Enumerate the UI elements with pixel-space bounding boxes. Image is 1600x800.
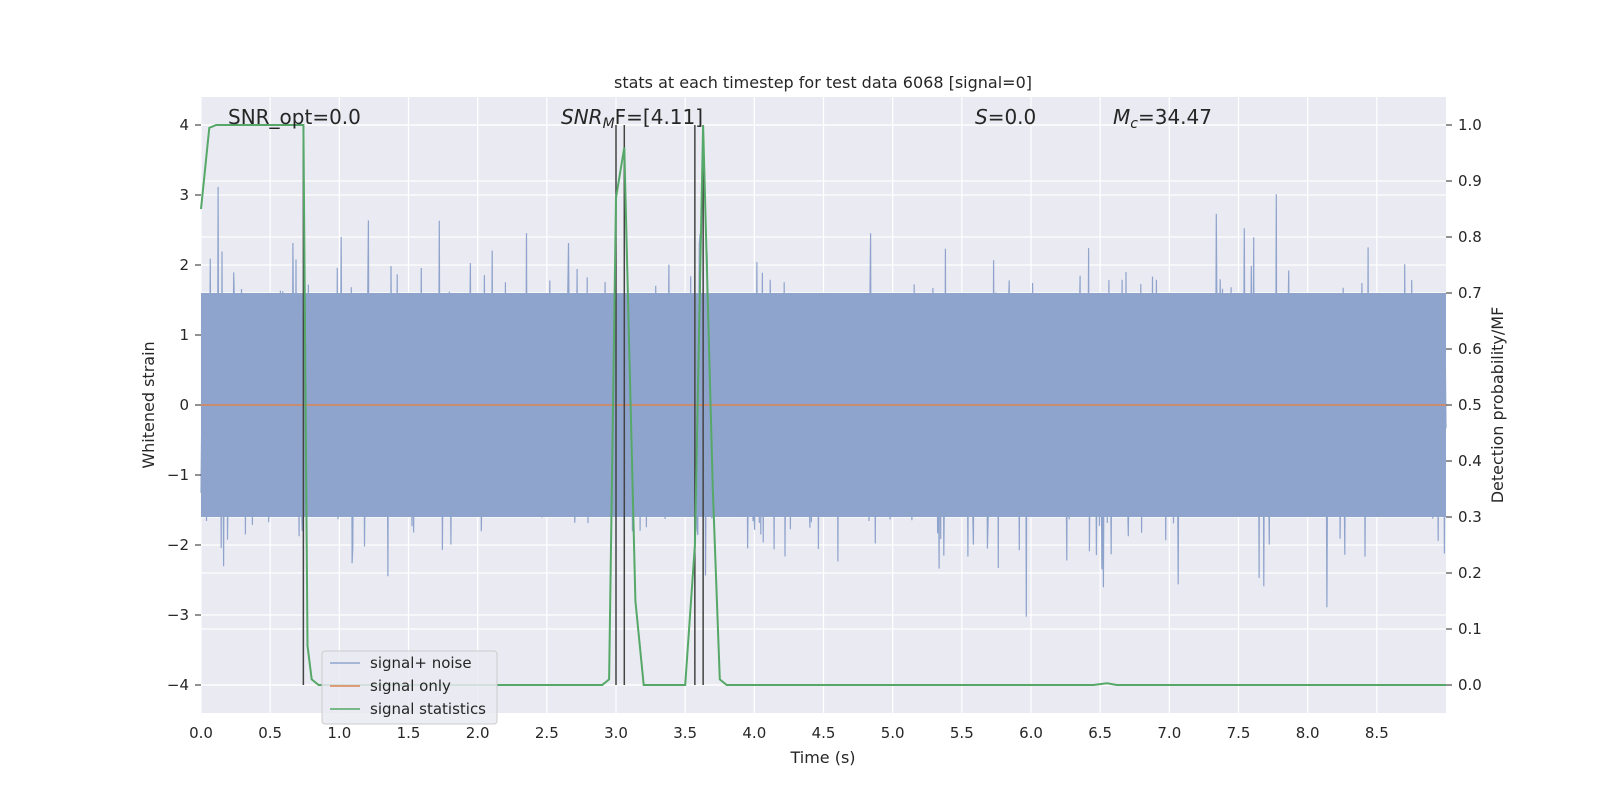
x-tick-label: 3.5 [673,724,697,742]
legend-label-signal-only: signal only [370,677,451,695]
x-tick-label: 8.5 [1365,724,1389,742]
x-axis-ticks: 0.0 0.5 1.0 1.5 2.0 2.5 3.0 3.5 4.0 4.5 5.0 5.5 6.0 6… [189,724,1389,742]
y-tick-label: 2 [179,256,189,274]
annotation-mc-subscript: c [1130,116,1138,132]
y-tick-label: −2 [167,536,189,554]
y2-tick-label: 0.3 [1458,508,1482,526]
annotation-snr-opt: SNR_opt=0.0 [228,105,361,129]
annotation-snr-mf-subscript: M [603,116,615,132]
x-tick-label: 4.0 [742,724,766,742]
y2-axis-label: Detection probability/MF [1488,307,1507,504]
y2-tick-label: 0.8 [1458,228,1482,246]
legend-label-noise: signal+ noise [370,654,472,672]
statistics-line [200,124,1446,686]
y-tick-label: 0 [179,396,189,414]
x-tick-label: 1.0 [327,724,351,742]
chart-title: stats at each timestep for test data 606… [614,73,1032,92]
y-axis-label: Whitened strain [139,341,158,468]
y-tick-label: 4 [179,116,189,134]
annotation-snr-mf-value: F=[4.11] [615,105,703,129]
noise-trace [200,186,1447,617]
y2-tick-label: 0.2 [1458,564,1482,582]
y-tick-label: −1 [167,466,189,484]
annotation-mc: Mc=34.47 [1113,105,1212,132]
legend: signal+ noise signal only signal statist… [321,650,498,725]
x-tick-label: 5.5 [950,724,974,742]
y2-tick-label: 0.0 [1458,676,1482,694]
annotation-s-symbol: S [975,105,988,129]
x-tick-label: 3.0 [604,724,628,742]
x-tick-label: 0.0 [189,724,213,742]
x-tick-label: 8.0 [1296,724,1320,742]
x-tick-label: 6.5 [1088,724,1112,742]
x-tick-label: 2.5 [535,724,559,742]
x-tick-label: 7.0 [1157,724,1181,742]
x-tick-label: 5.0 [881,724,905,742]
signal-statistics-series [200,124,1446,686]
y-tick-label: 3 [179,186,189,204]
x-tick-label: 4.5 [812,724,836,742]
legend-label-statistics: signal statistics [370,700,486,718]
x-tick-label: 6.0 [1019,724,1043,742]
y2-tick-label: 0.9 [1458,172,1482,190]
y2-tick-label: 0.6 [1458,340,1482,358]
y2-tick-label: 1.0 [1458,116,1482,134]
annotation-s-value: =0.0 [988,105,1037,129]
x-tick-label: 7.5 [1227,724,1251,742]
annotation-s: S=0.0 [975,105,1036,129]
y2-tick-label: 0.4 [1458,452,1482,470]
legend-box [321,650,498,725]
y-axis-ticks: 4 3 2 1 0 −1 −2 −3 −4 [167,116,201,694]
y-tick-label: −3 [167,606,189,624]
x-axis-label: Time (s) [789,748,855,767]
x-tick-label: 2.0 [466,724,490,742]
annotation-mc-symbol: M [1113,105,1130,129]
y2-axis-ticks: 1.0 0.9 0.8 0.7 0.6 0.5 0.4 0.3 0.2 0.1 0.0 [1446,116,1482,694]
y2-tick-label: 0.5 [1458,396,1482,414]
annotation-mc-value: =34.47 [1138,105,1212,129]
y2-tick-label: 0.7 [1458,284,1482,302]
y2-tick-label: 0.1 [1458,620,1482,638]
x-tick-label: 0.5 [258,724,282,742]
annotation-snr-mf: SNRMF=[4.11] [561,105,703,132]
y-tick-label: −4 [167,676,189,694]
x-tick-label: 1.5 [397,724,421,742]
annotation-snr-mf-symbol: SNR [561,105,603,129]
y-tick-label: 1 [179,326,189,344]
